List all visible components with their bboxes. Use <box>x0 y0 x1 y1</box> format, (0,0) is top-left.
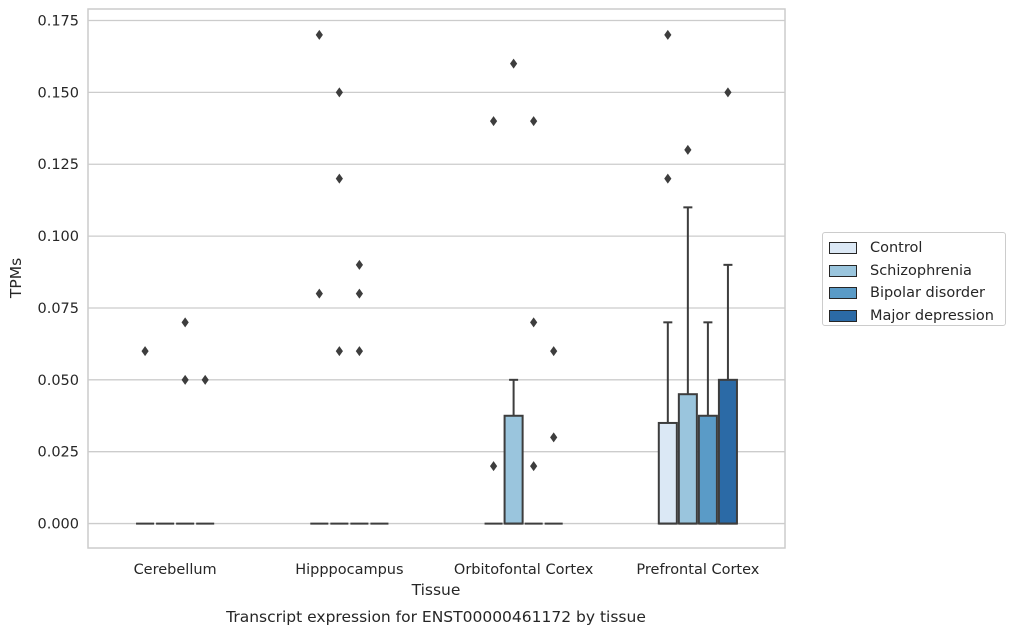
y-tick-label: 0.050 <box>37 373 79 389</box>
box-1-2 <box>350 259 369 525</box>
outlier-point <box>489 116 498 127</box>
x-tick-label: Cerebellum <box>134 562 217 578</box>
box <box>503 414 524 525</box>
y-tick-label: 0.075 <box>37 301 79 317</box>
legend-swatch <box>829 242 857 255</box>
box-0-0 <box>136 346 155 525</box>
x-tick-label: Orbitofontal Cortex <box>454 562 594 578</box>
box <box>697 414 718 525</box>
outlier-point <box>664 173 672 184</box>
outlier-point <box>355 259 363 270</box>
outlier-point <box>489 461 498 472</box>
legend-item: Schizophrenia <box>829 260 997 283</box>
legend: Control Schizophrenia Bipolar disorder Majo… <box>822 232 1006 326</box>
box-0-3 <box>196 374 215 525</box>
outlier-point <box>141 346 149 357</box>
outlier-point <box>355 288 363 299</box>
outlier-point <box>510 58 518 69</box>
box-2-1 <box>503 58 524 525</box>
outlier-point <box>201 374 209 385</box>
y-tick-label: 0.150 <box>37 85 79 101</box>
box-3-2 <box>697 321 718 525</box>
legend-item: Bipolar disorder <box>829 282 997 305</box>
outlier-point <box>335 346 343 357</box>
outlier-point <box>684 144 692 155</box>
box <box>677 393 698 525</box>
outlier-point <box>335 173 343 184</box>
y-tick-label: 0.125 <box>37 157 79 173</box>
x-tick-label: Hipppocampus <box>295 562 403 578</box>
outlier-point <box>315 29 323 40</box>
box <box>717 378 738 525</box>
legend-item: Major depression <box>829 305 997 328</box>
y-tick-label: 0.100 <box>37 229 79 245</box>
chart-title: Transcript expression for ENST0000046117… <box>225 608 646 626</box>
outlier-point <box>181 317 189 328</box>
outlier-point <box>530 116 538 127</box>
y-tick-label: 0.025 <box>37 445 79 461</box>
box-3-3 <box>717 87 738 525</box>
box-2-0 <box>484 116 503 525</box>
box-layer <box>136 29 738 525</box>
box <box>657 421 678 525</box>
x-axis-label: Tissue <box>411 581 461 599</box>
legend-label: Bipolar disorder <box>870 285 985 302</box>
box-3-1 <box>677 144 698 525</box>
x-tick-label: Prefrontal Cortex <box>636 562 759 578</box>
outlier-point <box>355 346 363 357</box>
outlier-point <box>550 346 558 357</box>
outlier-point <box>550 432 558 443</box>
legend-swatch <box>829 309 857 322</box>
box-2-2 <box>524 116 543 525</box>
outlier-point <box>530 317 538 328</box>
y-axis-label: TPMs <box>7 258 25 299</box>
outlier-point <box>724 87 732 98</box>
outlier-point <box>530 461 538 472</box>
y-tick-label: 0.000 <box>37 517 79 533</box>
outlier-point <box>181 374 189 385</box>
legend-swatch <box>829 264 857 277</box>
box-0-2 <box>176 317 195 525</box>
y-axis: 0.000 0.025 0.050 0.075 0.100 0.125 0.150 0.175 <box>37 13 79 532</box>
outlier-point <box>315 288 323 299</box>
legend-label: Control <box>870 240 923 257</box>
box-3-0 <box>657 29 678 525</box>
legend-label: Major depression <box>870 307 994 324</box>
box-1-1 <box>330 87 349 525</box>
legend-swatch <box>829 287 857 300</box>
legend-item: Control <box>829 237 997 260</box>
box-1-0 <box>310 29 329 525</box>
y-tick-label: 0.175 <box>37 13 79 29</box>
legend-label: Schizophrenia <box>870 262 972 279</box>
plot-area <box>87 8 786 549</box>
outlier-point <box>664 29 672 40</box>
box-2-3 <box>544 346 563 525</box>
x-axis: Cerebellum Hipppocampus Orbitofontal Corte… <box>134 562 760 578</box>
outlier-point <box>335 87 343 98</box>
